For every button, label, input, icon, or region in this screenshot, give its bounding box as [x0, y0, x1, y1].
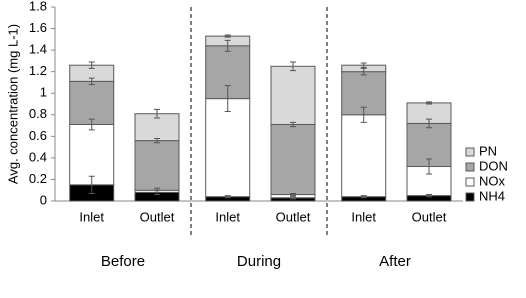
- error-bar: [224, 195, 231, 199]
- group-label: Before: [101, 253, 145, 270]
- y-tick-label: 1.8: [29, 0, 47, 13]
- error-bar: [154, 187, 160, 193]
- legend-label: PN: [479, 143, 497, 158]
- y-tick-label: 0.8: [29, 106, 47, 121]
- legend-label: NOx: [479, 173, 506, 188]
- error-bar: [426, 101, 432, 105]
- y-tick-label: 1.2: [29, 63, 47, 78]
- y-tick-label: 1: [40, 85, 47, 100]
- error-bar: [360, 106, 367, 123]
- y-tick-label: 0.6: [29, 128, 47, 143]
- bar-segment: [341, 114, 387, 198]
- error-bar: [426, 118, 432, 129]
- x-tick-label: Inlet: [215, 209, 240, 224]
- bar-segment: [270, 65, 316, 125]
- bar-segment: [270, 123, 316, 196]
- x-tick-label: Inlet: [351, 209, 376, 224]
- legend-label: DON: [479, 158, 508, 173]
- legend-swatch: [465, 147, 475, 157]
- error-bar: [290, 192, 296, 197]
- y-axis-label: Avg. concentration (mg L-1): [5, 24, 20, 184]
- error-bar: [224, 39, 231, 52]
- y-tick-label: 0.4: [29, 149, 47, 164]
- legend-swatch: [465, 192, 475, 202]
- group-label: After: [379, 253, 411, 270]
- error-bar: [360, 67, 367, 76]
- x-tick-label: Inlet: [79, 209, 104, 224]
- bar-segment: [69, 80, 115, 125]
- legend-label: NH4: [479, 188, 505, 203]
- y-tick-label: 1.4: [29, 42, 47, 57]
- error-bar: [154, 137, 160, 144]
- legend-swatch: [465, 162, 475, 172]
- error-bar: [88, 77, 95, 86]
- error-bar: [360, 195, 367, 199]
- y-tick-label: 1.6: [29, 20, 47, 35]
- error-bar: [290, 196, 296, 200]
- error-bar: [224, 34, 231, 38]
- error-bar: [426, 194, 432, 198]
- error-bar: [224, 85, 231, 113]
- error-bar: [154, 108, 160, 119]
- group-label: During: [237, 253, 281, 270]
- error-bar: [360, 62, 367, 68]
- legend-swatch: [465, 177, 475, 187]
- y-tick-label: 0.2: [29, 171, 47, 186]
- x-tick-label: Outlet: [412, 209, 447, 224]
- error-bar: [426, 158, 432, 175]
- y-tick-label: 0: [40, 192, 47, 207]
- error-bar: [88, 175, 95, 194]
- x-tick-label: Outlet: [276, 209, 311, 224]
- bar-segment: [205, 98, 251, 198]
- error-bar: [290, 61, 296, 72]
- error-bar: [88, 118, 95, 131]
- bar-segment: [134, 140, 180, 191]
- error-bar: [290, 121, 296, 128]
- bar-segment: [69, 123, 115, 186]
- error-bar: [88, 61, 95, 69]
- x-tick-label: Outlet: [140, 209, 175, 224]
